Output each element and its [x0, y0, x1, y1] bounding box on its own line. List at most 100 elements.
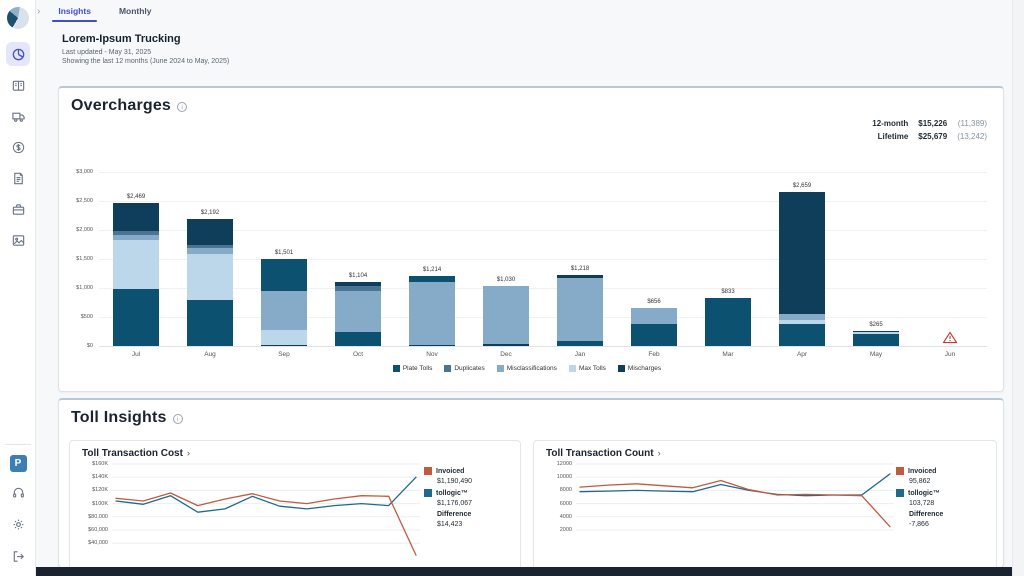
stacked-bar-sep[interactable] — [261, 258, 307, 346]
bar-segment-plate[interactable] — [557, 341, 603, 346]
bar-segment-mischarges[interactable] — [483, 344, 529, 346]
bar-segment-mischarges[interactable] — [557, 275, 603, 278]
legend-item[interactable]: Max Tolls — [568, 365, 606, 372]
legend-series-name: tollogic™ — [424, 489, 516, 497]
briefcase-icon[interactable] — [6, 197, 30, 221]
dollar-circle-icon[interactable] — [6, 135, 30, 159]
bar-segment-misclass[interactable] — [335, 290, 381, 332]
bar-segment-max[interactable] — [853, 331, 899, 334]
bar-segment-misclass[interactable] — [409, 282, 455, 345]
info-icon[interactable]: i — [172, 414, 183, 424]
overcharges-stats: 12-month $15,226 (11,389) Lifetime $25,6… — [872, 119, 987, 141]
legend-item[interactable]: Mischarges — [617, 365, 662, 372]
bar-segment-misclass[interactable] — [557, 277, 603, 342]
bar-segment-mischarges[interactable] — [113, 202, 159, 232]
app-logo-icon[interactable] — [7, 7, 29, 29]
difference-value: $14,423 — [437, 521, 463, 528]
stacked-bar-aug[interactable] — [187, 218, 233, 346]
legend-swatch — [568, 365, 576, 372]
bar-segment-max[interactable] — [779, 319, 825, 324]
book-icon[interactable] — [6, 73, 30, 97]
bar-segment-misclass[interactable] — [483, 286, 529, 345]
toll-insights-title: Toll Insights — [71, 409, 167, 426]
bar-segment-mischarges[interactable] — [261, 344, 307, 346]
y-axis-tick: 8000 — [559, 487, 572, 494]
x-axis-tick: Oct — [352, 351, 364, 358]
bar-segment-mischarges[interactable] — [187, 218, 233, 245]
bar-segment-mischarges[interactable] — [409, 344, 455, 346]
legend-label: Mischarges — [627, 365, 662, 372]
bar-segment-plate[interactable] — [261, 258, 307, 291]
bar-segment-max[interactable] — [187, 253, 233, 300]
bar-segment-misclass[interactable] — [261, 290, 307, 330]
bar-total-label: $833 — [721, 288, 735, 295]
bar-segment-mischarges[interactable] — [335, 281, 381, 286]
chevron-right-icon: › — [657, 448, 661, 458]
legend-item[interactable]: Plate Tolls — [392, 365, 432, 372]
gridline — [99, 288, 987, 289]
toll-transaction-count-link[interactable]: Toll Transaction Count › — [534, 441, 996, 459]
tab-monthly[interactable]: Monthly — [105, 0, 166, 22]
invoice-icon[interactable] — [6, 166, 30, 190]
x-axis-tick: Dec — [500, 351, 512, 358]
bar-segment-misclass[interactable] — [187, 248, 233, 254]
stacked-bar-feb[interactable] — [631, 307, 677, 346]
bar-segment-misclass[interactable] — [631, 307, 677, 324]
bar-segment-plate[interactable] — [705, 297, 751, 346]
x-axis-tick: May — [869, 351, 883, 358]
last-updated-text: Last updated - May 31, 2025 — [62, 49, 152, 56]
legend-swatch — [424, 489, 432, 497]
stacked-bar-dec[interactable] — [483, 286, 529, 346]
bar-segment-max[interactable] — [113, 239, 159, 290]
scrollbar[interactable] — [1012, 0, 1024, 576]
legend-series-value: $1,190,490 — [437, 478, 473, 485]
bar-segment-duplicates[interactable] — [187, 244, 233, 248]
logout-icon[interactable] — [6, 544, 30, 568]
bar-segment-plate[interactable] — [187, 299, 233, 346]
bar-segment-plate[interactable] — [409, 275, 455, 283]
bar-segment-mischarges[interactable] — [779, 191, 825, 314]
bar-slot-aug: $2,192 — [173, 172, 247, 346]
stat-label: 12-month — [872, 119, 909, 128]
headset-icon[interactable] — [6, 480, 30, 504]
bar-segment-plate[interactable] — [631, 323, 677, 346]
invoiced-line — [115, 492, 417, 556]
gear-icon[interactable] — [6, 512, 30, 536]
toll-transaction-cost-link[interactable]: Toll Transaction Cost › — [70, 441, 520, 459]
bar-segment-plate[interactable] — [853, 333, 899, 346]
tab-insights[interactable]: Insights — [44, 0, 105, 22]
bar-segment-misclass[interactable] — [779, 313, 825, 320]
bar-chart-x-axis: Jul Aug Sep Oct Nov Dec Jan Feb Mar Apr May Jun — [99, 351, 987, 358]
bar-total-label: $2,659 — [792, 182, 812, 189]
stacked-bar-mar[interactable] — [705, 297, 751, 346]
sidebar-collapse-chevron-icon[interactable]: › — [37, 5, 41, 17]
stacked-bar-nov[interactable] — [409, 275, 455, 346]
bar-segment-duplicates[interactable] — [113, 231, 159, 235]
bar-segment-plate[interactable] — [335, 331, 381, 346]
legend-swatch — [444, 365, 452, 372]
y-axis-tick: $140K — [92, 474, 108, 481]
stacked-bar-jan[interactable] — [557, 275, 603, 346]
image-icon[interactable] — [6, 228, 30, 252]
y-axis-tick: $100K — [92, 500, 108, 507]
truck-icon[interactable] — [6, 104, 30, 128]
bar-segment-misclass[interactable] — [113, 234, 159, 240]
legend-item[interactable]: Duplicates — [444, 365, 485, 372]
bar-segment-mischarges[interactable] — [853, 330, 899, 332]
y-axis-tick: $60,000 — [88, 527, 108, 533]
stacked-bar-jul[interactable] — [113, 202, 159, 346]
stacked-bar-apr[interactable] — [779, 191, 825, 346]
bar-segment-plate[interactable] — [113, 289, 159, 346]
parking-badge-icon[interactable]: P — [9, 455, 27, 472]
donut-chart-icon[interactable] — [6, 42, 30, 66]
bar-segment-max[interactable] — [261, 329, 307, 345]
legend-item[interactable]: Misclassifications — [496, 365, 557, 372]
bar-segment-plate[interactable] — [779, 323, 825, 346]
tab-bar: › Insights Monthly — [36, 0, 1012, 22]
warning-icon[interactable] — [942, 331, 958, 344]
info-icon[interactable]: i — [177, 102, 188, 112]
overcharges-bar-chart: $3,000 $2,500 $2,000 $1,500 $1,000 $500 $0 $2,… — [67, 169, 987, 386]
stacked-bar-oct[interactable] — [335, 281, 381, 346]
stacked-bar-may[interactable] — [853, 330, 899, 346]
bar-segment-duplicates[interactable] — [335, 285, 381, 291]
